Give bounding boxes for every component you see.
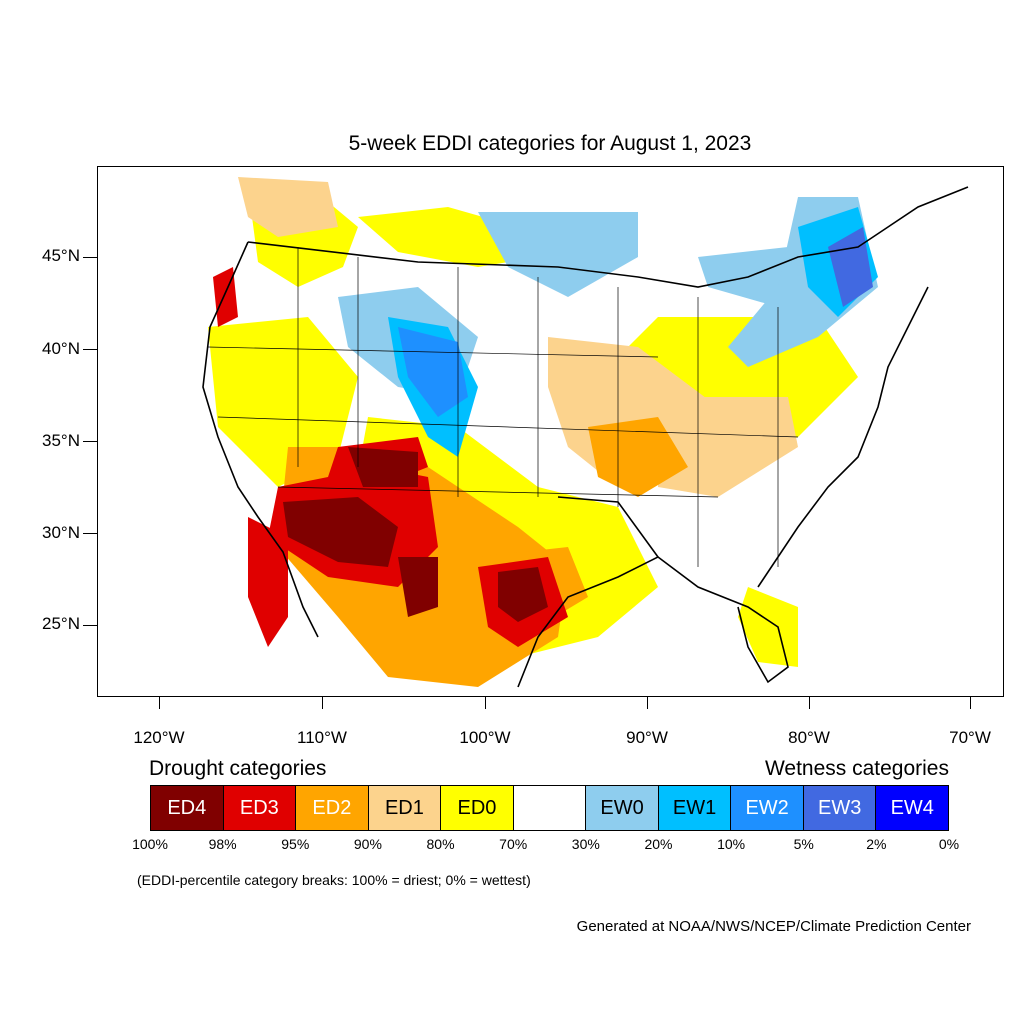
map-title: 5-week EDDI categories for August 1, 202…	[348, 132, 752, 155]
legend-category-ed1: ED1	[368, 786, 442, 830]
lat-label-30: 30°N	[42, 523, 80, 542]
legend-category-ed4: ED4	[151, 786, 224, 830]
break-label: 80%	[426, 836, 455, 852]
lon-tick	[970, 697, 971, 709]
drought-heading: Drought categories	[149, 757, 327, 780]
lon-label-70: 70°W	[949, 728, 991, 747]
lat-label-40: 40°N	[42, 339, 80, 358]
state-lines	[207, 247, 799, 567]
break-label: 5%	[793, 836, 814, 852]
legend-category-ed0: ED0	[441, 786, 514, 830]
eddi-map	[97, 166, 1004, 697]
lat-tick	[83, 441, 97, 442]
break-label: 20%	[644, 836, 673, 852]
legend-category-neutral	[513, 786, 587, 830]
lon-tick	[322, 697, 323, 709]
lat-tick	[83, 257, 97, 258]
break-label: 100%	[132, 836, 168, 852]
lat-tick	[83, 533, 97, 534]
lon-tick	[647, 697, 648, 709]
lon-tick	[809, 697, 810, 709]
break-label: 0%	[938, 836, 960, 852]
lon-tick	[485, 697, 486, 709]
lon-label-90: 90°W	[626, 728, 668, 747]
break-label: 90%	[353, 836, 382, 852]
break-label: 30%	[571, 836, 600, 852]
break-label: 98%	[208, 836, 237, 852]
break-label: 70%	[499, 836, 528, 852]
legend-category-ed3: ED3	[223, 786, 297, 830]
legend-category-ew4: EW4	[876, 786, 949, 830]
lat-label-25: 25°N	[42, 614, 80, 633]
lat-tick	[83, 349, 97, 350]
lon-label-100: 100°W	[459, 728, 511, 747]
lat-label-35: 35°N	[42, 431, 80, 450]
lat-tick	[83, 625, 97, 626]
lon-tick	[159, 697, 160, 709]
category-shading	[208, 177, 878, 687]
break-label: 10%	[717, 836, 746, 852]
lat-label-45: 45°N	[42, 246, 80, 265]
map-canvas	[202, 177, 969, 688]
legend-category-ew2: EW2	[731, 786, 804, 830]
legend-category-ew1: EW1	[658, 786, 732, 830]
wetness-heading: Wetness categories	[764, 757, 949, 780]
break-label: 2%	[866, 836, 887, 852]
category-note: (EDDI-percentile category breaks: 100% =…	[137, 872, 531, 888]
lon-label-120: 120°W	[133, 728, 185, 747]
legend-category-ew3: EW3	[803, 786, 877, 830]
break-label: 95%	[281, 836, 310, 852]
lon-label-80: 80°W	[788, 728, 830, 747]
category-legend: ED4 ED3 ED2 ED1 ED0 EW0 EW1 EW2 EW3 EW4	[150, 785, 949, 831]
legend-category-ew0: EW0	[586, 786, 659, 830]
lon-label-110: 110°W	[297, 728, 347, 747]
credit-line: Generated at NOAA/NWS/NCEP/Climate Predi…	[576, 918, 971, 935]
legend-category-ed2: ED2	[296, 786, 369, 830]
